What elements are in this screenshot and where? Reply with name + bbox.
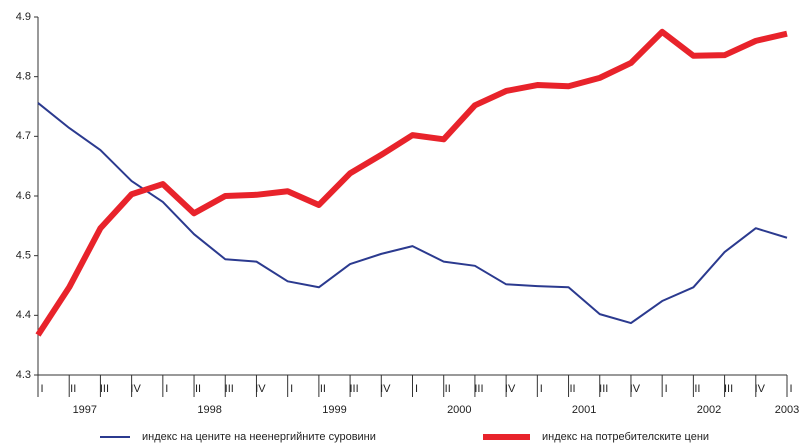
x-tick-label: IV bbox=[505, 383, 516, 395]
x-tick-label: II bbox=[569, 383, 575, 395]
legend-label: индекс на потребителските цени bbox=[542, 431, 709, 443]
x-tick-label: I bbox=[789, 383, 792, 395]
y-tick-label: 4.4 bbox=[16, 309, 31, 321]
x-tick-label: I bbox=[540, 383, 543, 395]
x-tick-label: I bbox=[290, 383, 293, 395]
year-label: 1997 bbox=[73, 404, 97, 416]
y-tick-label: 4.6 bbox=[16, 190, 31, 202]
x-tick-label: IV bbox=[755, 383, 766, 395]
x-tick-label: III bbox=[100, 383, 109, 395]
series-line bbox=[37, 102, 788, 325]
x-tick-label: II bbox=[70, 383, 76, 395]
x-tick-label: III bbox=[724, 383, 733, 395]
y-tick-label: 4.8 bbox=[16, 71, 31, 83]
x-tick-label: I bbox=[165, 383, 168, 395]
x-tick-label: IV bbox=[380, 383, 391, 395]
legend-label: индекс на цените на неенергийните сурови… bbox=[142, 431, 376, 443]
x-tick-label: III bbox=[225, 383, 234, 395]
y-tick-label: 4.7 bbox=[16, 130, 31, 142]
x-tick-label: IV bbox=[630, 383, 641, 395]
year-label: 2002 bbox=[697, 404, 721, 416]
x-tick-label: II bbox=[694, 383, 700, 395]
year-label: 1999 bbox=[322, 404, 346, 416]
year-label: 2003 bbox=[775, 404, 799, 416]
year-label: 2000 bbox=[447, 404, 471, 416]
x-tick-label: II bbox=[195, 383, 201, 395]
year-label: 1998 bbox=[197, 404, 221, 416]
x-tick-label: III bbox=[474, 383, 483, 395]
x-tick-label: II bbox=[320, 383, 326, 395]
x-tick-label: I bbox=[665, 383, 668, 395]
x-tick-label: IV bbox=[130, 383, 141, 395]
x-tick-label: I bbox=[415, 383, 418, 395]
year-label: 2001 bbox=[572, 404, 596, 416]
x-tick-label: I bbox=[40, 383, 43, 395]
series-line bbox=[35, 28, 788, 337]
x-tick-label: III bbox=[349, 383, 358, 395]
y-tick-label: 4.3 bbox=[16, 369, 31, 381]
x-tick-label: II bbox=[445, 383, 451, 395]
y-tick-label: 4.5 bbox=[16, 250, 31, 262]
x-tick-label: IV bbox=[255, 383, 266, 395]
y-tick-label: 4.9 bbox=[16, 11, 31, 23]
x-tick-label: III bbox=[599, 383, 608, 395]
